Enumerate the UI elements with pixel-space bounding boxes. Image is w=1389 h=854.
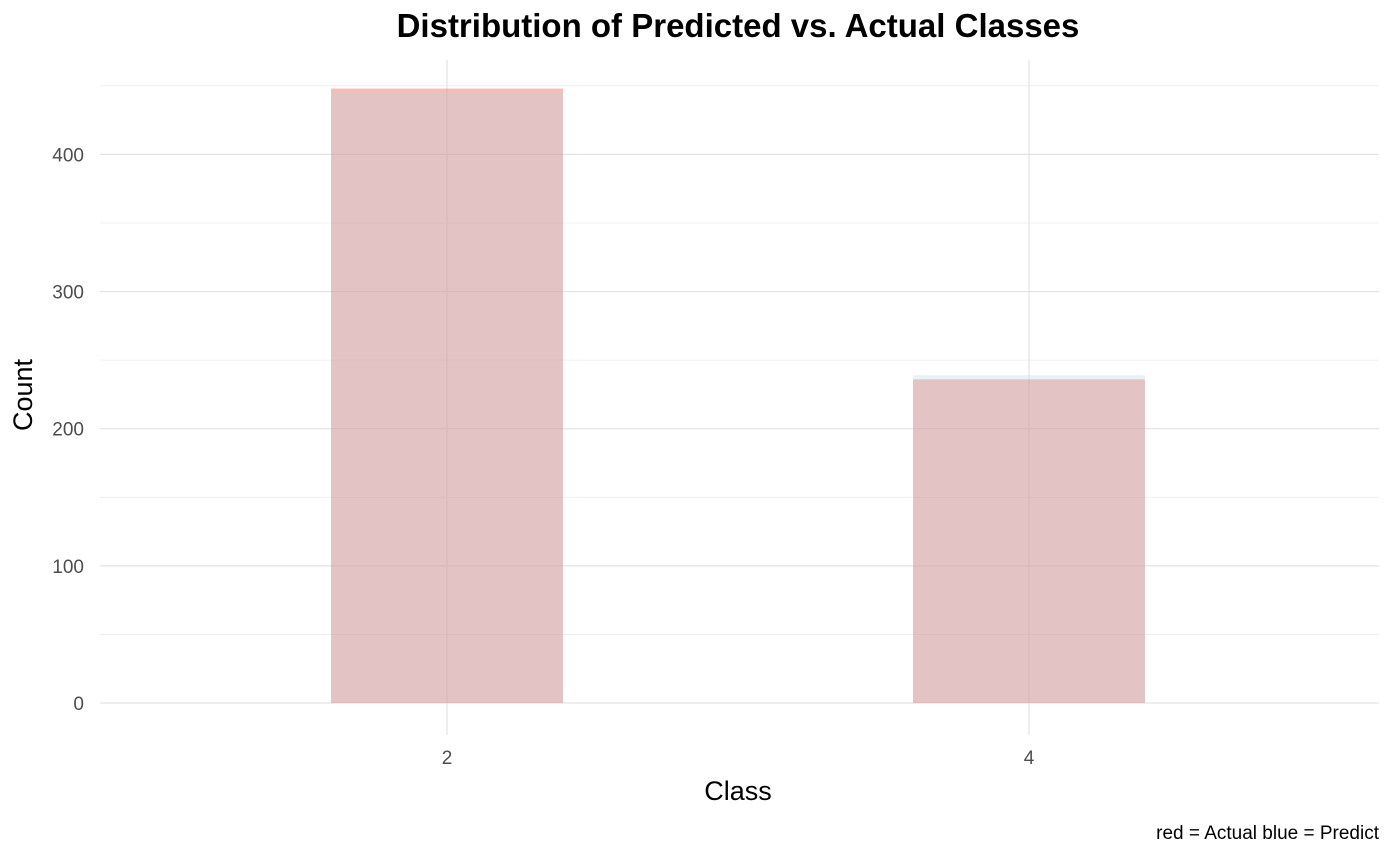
y-tick-label: 300 (52, 283, 84, 304)
y-axis-title: Count (8, 358, 38, 431)
grid (100, 60, 1379, 735)
y-tick-label: 0 (73, 694, 84, 715)
bar-predict-2 (331, 91, 563, 704)
bars (331, 88, 1145, 704)
tick-labels: 0 100 200 300 400 2 4 (52, 145, 1034, 769)
chart-title: Distribution of Predicted vs. Actual Cla… (397, 7, 1080, 44)
x-tick-label: 2 (442, 748, 453, 769)
bar-actual-2 (331, 88, 563, 704)
bar-actual-4 (913, 379, 1145, 703)
y-tick-label: 200 (52, 420, 84, 441)
y-tick-label: 400 (52, 145, 84, 166)
bar-predict-4 (913, 375, 1145, 703)
chart-caption: red = Actual blue = Predict (1156, 823, 1380, 844)
x-tick-label: 4 (1024, 748, 1035, 769)
y-tick-label: 100 (52, 557, 84, 578)
x-axis-title: Class (704, 776, 772, 806)
